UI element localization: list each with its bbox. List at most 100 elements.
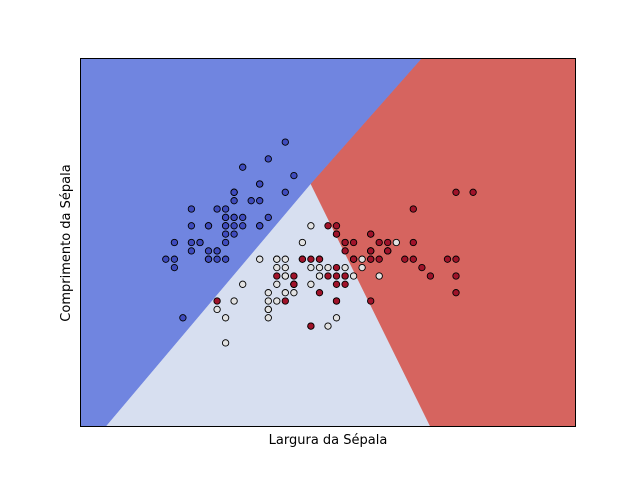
data-point-class-2 <box>307 322 315 330</box>
data-point-class-2 <box>332 230 341 238</box>
data-point-class-2 <box>332 263 341 272</box>
data-point-class-2 <box>409 238 417 247</box>
data-point-class-0 <box>256 222 264 230</box>
data-point-class-0 <box>204 247 213 255</box>
data-point-class-0 <box>239 163 247 171</box>
data-point-class-0 <box>239 222 247 230</box>
data-point-class-0 <box>196 238 204 247</box>
data-point-class-1 <box>281 289 289 297</box>
data-point-class-0 <box>221 222 230 230</box>
data-point-class-0 <box>187 238 196 247</box>
data-point-class-2 <box>332 272 341 280</box>
data-point-class-1 <box>264 314 272 322</box>
data-point-class-1 <box>349 272 358 280</box>
data-point-class-0 <box>230 230 238 238</box>
data-point-class-0 <box>221 255 230 263</box>
data-point-class-0 <box>221 205 230 213</box>
data-point-class-2 <box>307 255 315 263</box>
data-point-class-1 <box>256 255 264 263</box>
data-point-class-1 <box>375 272 383 280</box>
data-point-class-2 <box>452 255 460 263</box>
data-point-class-1 <box>264 289 272 297</box>
data-point-class-2 <box>341 238 349 247</box>
data-point-class-1 <box>273 280 281 288</box>
data-point-class-2 <box>341 280 349 288</box>
data-point-class-2 <box>401 255 409 263</box>
data-point-class-0 <box>230 197 238 205</box>
x-axis-label: Largura da Sépala <box>269 433 388 448</box>
data-point-class-0 <box>204 222 213 230</box>
data-point-class-2 <box>443 255 452 263</box>
data-point-class-2 <box>367 297 375 305</box>
data-point-class-2 <box>341 272 349 280</box>
data-point-class-0 <box>213 205 221 213</box>
data-point-class-1 <box>281 272 289 280</box>
data-point-class-1 <box>273 263 281 272</box>
data-point-class-2 <box>452 188 460 196</box>
data-point-class-1 <box>307 280 315 288</box>
data-point-class-1 <box>298 238 307 247</box>
data-point-class-2 <box>418 263 426 272</box>
data-point-class-2 <box>273 272 281 280</box>
data-point-class-2 <box>469 188 477 196</box>
data-point-class-2 <box>341 247 349 255</box>
plot-area <box>80 58 576 427</box>
data-point-class-2 <box>324 272 332 280</box>
data-point-class-0 <box>264 155 272 163</box>
data-point-class-0 <box>221 230 230 238</box>
data-point-class-0 <box>213 247 221 255</box>
data-point-class-1 <box>281 263 289 272</box>
y-axis-label: Comprimento da Sépala <box>59 164 74 321</box>
data-point-class-2 <box>452 272 460 280</box>
data-point-class-2 <box>367 230 375 238</box>
data-point-class-1 <box>221 314 230 322</box>
data-point-class-0 <box>247 197 255 205</box>
data-point-class-2 <box>384 247 392 255</box>
data-point-class-2 <box>213 297 221 305</box>
data-point-class-1 <box>307 222 315 230</box>
axes-frame <box>80 58 576 427</box>
data-point-class-2 <box>409 255 417 263</box>
data-point-class-0 <box>204 255 213 263</box>
data-point-class-2 <box>290 272 298 280</box>
data-point-class-0 <box>170 238 179 247</box>
data-point-class-2 <box>332 222 341 230</box>
data-point-class-1 <box>239 280 247 288</box>
data-point-class-2 <box>375 255 383 263</box>
data-point-class-1 <box>392 238 400 247</box>
data-point-class-2 <box>349 255 358 263</box>
data-point-class-2 <box>375 238 383 247</box>
data-point-class-0 <box>290 171 298 180</box>
data-point-class-0 <box>162 255 170 263</box>
data-point-class-1 <box>358 263 366 272</box>
data-point-class-0 <box>264 213 272 222</box>
data-point-class-1 <box>264 297 272 305</box>
data-point-class-1 <box>332 314 341 322</box>
data-point-class-2 <box>452 289 460 297</box>
data-point-class-1 <box>315 272 324 280</box>
data-point-class-0 <box>281 138 289 146</box>
data-point-class-1 <box>315 263 324 272</box>
data-point-class-0 <box>170 263 179 272</box>
data-point-class-1 <box>273 255 281 263</box>
data-point-class-1 <box>290 289 298 297</box>
data-point-class-0 <box>239 213 247 222</box>
data-point-class-0 <box>256 180 264 188</box>
data-point-class-1 <box>281 255 289 263</box>
data-point-class-0 <box>170 255 179 263</box>
data-point-class-1 <box>230 297 238 305</box>
data-point-class-2 <box>384 238 392 247</box>
data-point-class-1 <box>324 263 332 272</box>
data-point-class-0 <box>187 247 196 255</box>
data-points <box>162 138 477 347</box>
data-point-class-1 <box>273 297 281 305</box>
data-point-class-0 <box>221 238 230 247</box>
data-point-class-1 <box>213 305 221 314</box>
data-point-class-2 <box>298 255 307 263</box>
data-point-class-1 <box>358 255 366 263</box>
data-point-class-2 <box>367 255 375 263</box>
data-point-class-2 <box>332 280 341 288</box>
data-point-class-2 <box>409 205 417 213</box>
data-point-class-0 <box>213 255 221 263</box>
